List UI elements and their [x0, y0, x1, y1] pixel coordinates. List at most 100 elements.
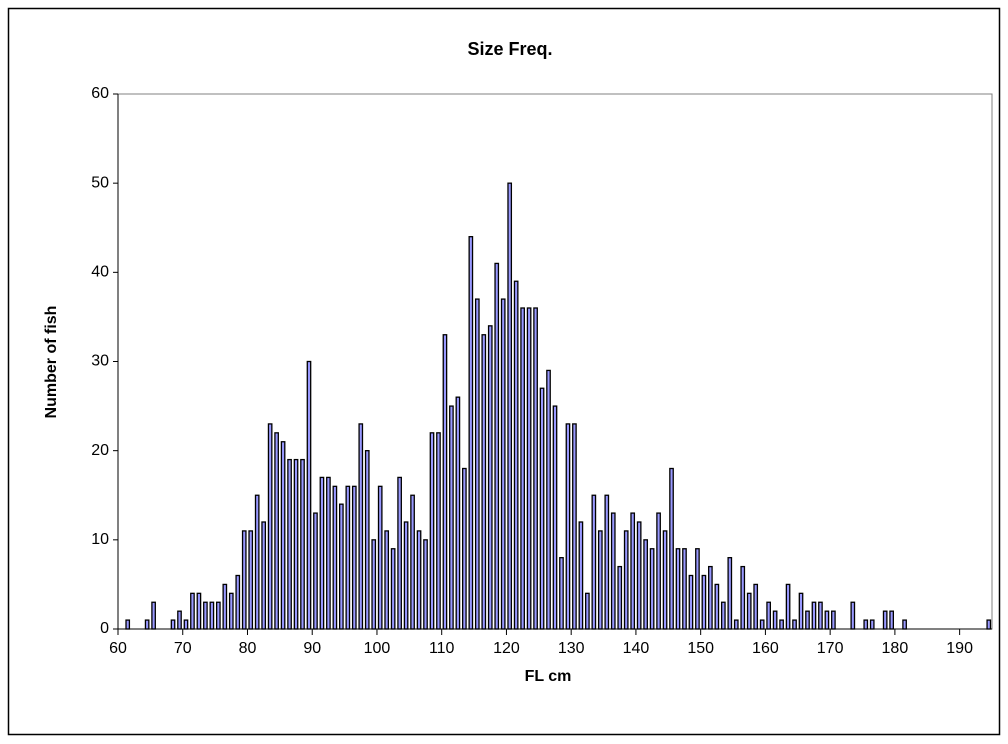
- bar: [572, 423, 577, 630]
- bar: [688, 574, 694, 630]
- bar: [630, 512, 636, 630]
- bar: [487, 325, 493, 630]
- bar: [345, 485, 351, 630]
- bar: [254, 494, 260, 630]
- bar: [559, 557, 564, 630]
- y-tick-label: 0: [100, 620, 109, 637]
- bar: [779, 619, 784, 630]
- bar: [313, 512, 318, 630]
- bar: [669, 467, 674, 630]
- bar: [190, 592, 195, 630]
- bar: [759, 619, 765, 630]
- bar: [811, 601, 817, 630]
- bar: [533, 307, 538, 630]
- bar: [636, 521, 642, 630]
- bar: [339, 503, 344, 630]
- bar: [578, 521, 584, 630]
- x-tick-label: 100: [364, 640, 391, 657]
- bar: [481, 334, 487, 630]
- bar: [306, 360, 312, 630]
- bar: [423, 539, 428, 630]
- bar: [675, 548, 681, 630]
- chart-title: Size Freq.: [467, 39, 552, 59]
- bar: [902, 619, 907, 630]
- bar: [390, 548, 396, 630]
- bar: [597, 530, 603, 630]
- bar: [623, 530, 629, 630]
- x-tick-label: 130: [558, 640, 585, 657]
- bar: [455, 396, 461, 630]
- bar: [474, 298, 480, 630]
- bar: [565, 423, 571, 630]
- bar: [351, 485, 357, 630]
- bar: [785, 583, 791, 630]
- bar: [513, 280, 519, 630]
- x-tick-label: 180: [882, 640, 909, 657]
- bar: [649, 548, 655, 630]
- x-axis-label: FL cm: [525, 668, 572, 685]
- bar: [442, 334, 448, 630]
- bar: [449, 405, 454, 630]
- bar: [261, 521, 267, 630]
- bar: [746, 592, 752, 630]
- x-tick-label: 80: [239, 640, 257, 657]
- bar: [818, 601, 823, 630]
- bar: [170, 619, 176, 630]
- bar: [720, 601, 726, 630]
- bar: [772, 610, 778, 630]
- bar: [462, 467, 467, 630]
- bar: [695, 548, 700, 630]
- bar: [869, 619, 875, 630]
- bar: [539, 387, 545, 630]
- bar: [274, 432, 279, 630]
- bar: [727, 557, 733, 630]
- bar: [358, 423, 364, 630]
- bar: [552, 405, 558, 630]
- bar: [248, 530, 254, 630]
- x-tick-label: 140: [623, 640, 650, 657]
- bar: [183, 619, 189, 630]
- bar: [714, 583, 720, 630]
- bar: [701, 574, 707, 630]
- y-tick-label: 40: [91, 264, 109, 281]
- bar: [125, 619, 131, 630]
- y-tick-label: 50: [91, 174, 109, 191]
- bar: [662, 530, 668, 630]
- bar: [228, 592, 234, 630]
- bar: [410, 494, 415, 630]
- bar: [332, 485, 338, 630]
- bar: [733, 619, 739, 630]
- bar: [546, 369, 551, 630]
- bar: [416, 530, 422, 630]
- bar: [144, 619, 150, 630]
- bar: [429, 432, 435, 630]
- bar: [889, 610, 895, 630]
- bar: [805, 610, 810, 630]
- bar: [436, 432, 441, 630]
- x-tick-label: 160: [752, 640, 779, 657]
- bar: [280, 441, 286, 630]
- bar: [507, 182, 513, 630]
- bar: [500, 298, 506, 630]
- bar: [235, 574, 241, 630]
- x-tick-label: 60: [109, 640, 127, 657]
- bar: [215, 601, 221, 630]
- bar: [222, 583, 228, 630]
- y-tick-label: 60: [91, 85, 109, 102]
- bar: [643, 539, 648, 630]
- bar: [203, 601, 208, 630]
- bar: [682, 548, 687, 630]
- bar: [403, 521, 409, 630]
- bar: [798, 592, 804, 630]
- bar: [397, 476, 402, 630]
- bar: [986, 619, 992, 630]
- x-tick-label: 110: [429, 640, 455, 657]
- bar: [850, 601, 856, 630]
- y-tick-label: 30: [91, 353, 109, 370]
- bar: [468, 236, 474, 630]
- bar: [831, 610, 836, 630]
- bar: [177, 610, 182, 630]
- x-tick-label: 170: [817, 640, 844, 657]
- bar: [792, 619, 797, 630]
